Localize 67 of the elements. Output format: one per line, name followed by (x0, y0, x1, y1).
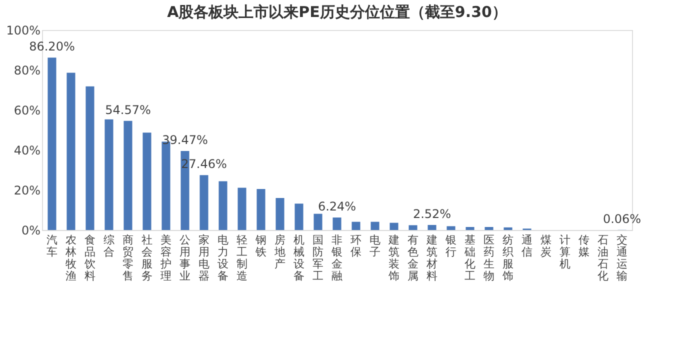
data-label: 6.24% (318, 200, 356, 214)
bar (314, 214, 322, 230)
x-tick-label: 综合 (103, 234, 114, 258)
bar (218, 181, 228, 230)
x-tick-label: 石油石化 (598, 234, 609, 282)
x-tick-label: 国防军工 (312, 234, 324, 282)
x-tick-label: 银行 (444, 234, 457, 258)
x-tick-label: 社会服务 (141, 234, 152, 282)
x-tick-label: 电子 (370, 234, 381, 258)
data-label: 86.20% (29, 40, 75, 54)
x-tick-label: 纺织服饰 (502, 234, 514, 282)
bar (446, 226, 456, 230)
x-tick-label: 机械设备 (293, 234, 304, 282)
bar (390, 222, 398, 230)
y-tick-label: 100% (6, 24, 40, 38)
x-tick-label: 公用事业 (179, 234, 190, 282)
chart-title: A股各板块上市以来PE历史分位位置（截至9.30） (167, 3, 507, 21)
bar (294, 204, 304, 230)
y-tick-label: 60% (14, 104, 40, 118)
x-tick-label: 基础化工 (464, 234, 476, 282)
data-label: 54.57% (105, 102, 151, 117)
x-tick-label: 农林牧渔 (64, 234, 76, 282)
bar (466, 227, 474, 230)
bar (48, 58, 56, 230)
x-tick-label: 家用电器 (198, 234, 210, 282)
bar (408, 225, 418, 230)
x-tick-label: 食品饮料 (83, 234, 96, 282)
bar (238, 188, 246, 230)
bar (504, 227, 512, 230)
y-tick-label: 40% (14, 144, 40, 158)
x-tick-label: 美容护理 (159, 234, 172, 282)
y-tick-label: 0% (21, 224, 40, 238)
x-tick-label: 环保 (350, 234, 362, 258)
x-tick-label: 非银金融 (330, 234, 342, 282)
x-tick-label: 轻工制造 (236, 234, 248, 282)
data-label: 2.52% (412, 206, 452, 221)
x-tick-label: 有色金属 (408, 234, 419, 282)
bar (484, 227, 494, 230)
x-tick-label: 煤炭 (540, 234, 552, 258)
data-label: 39.47% (162, 133, 208, 148)
x-tick-label: 汽车 (46, 234, 58, 258)
x-tick-label: 传媒 (578, 234, 590, 258)
bar (276, 198, 284, 230)
x-tick-label: 通信 (522, 234, 533, 258)
bar (104, 119, 114, 230)
bar (332, 218, 342, 230)
x-tick-label: 房地产 (273, 234, 286, 270)
x-tick-label: 医药生物 (484, 234, 495, 282)
x-tick-label: 电力设备 (217, 234, 228, 282)
bar (66, 72, 76, 230)
bar (370, 222, 380, 230)
data-label: 0.06% (602, 212, 642, 226)
bar (352, 222, 360, 230)
x-tick-label: 商贸零售 (122, 234, 134, 282)
bar (124, 120, 132, 230)
bar (86, 86, 94, 230)
bar (428, 224, 436, 230)
bar (142, 132, 152, 230)
bar (200, 175, 208, 230)
bar (256, 189, 266, 230)
y-tick-label: 80% (14, 64, 40, 78)
x-tick-label: 建筑装饰 (388, 234, 400, 282)
y-tick-label: 20% (14, 184, 40, 198)
x-tick-label: 计算机 (560, 234, 571, 270)
x-tick-label: 钢铁 (254, 234, 266, 258)
x-tick-label: 交通运输 (616, 234, 628, 282)
x-tick-label: 建筑材料 (426, 234, 438, 282)
